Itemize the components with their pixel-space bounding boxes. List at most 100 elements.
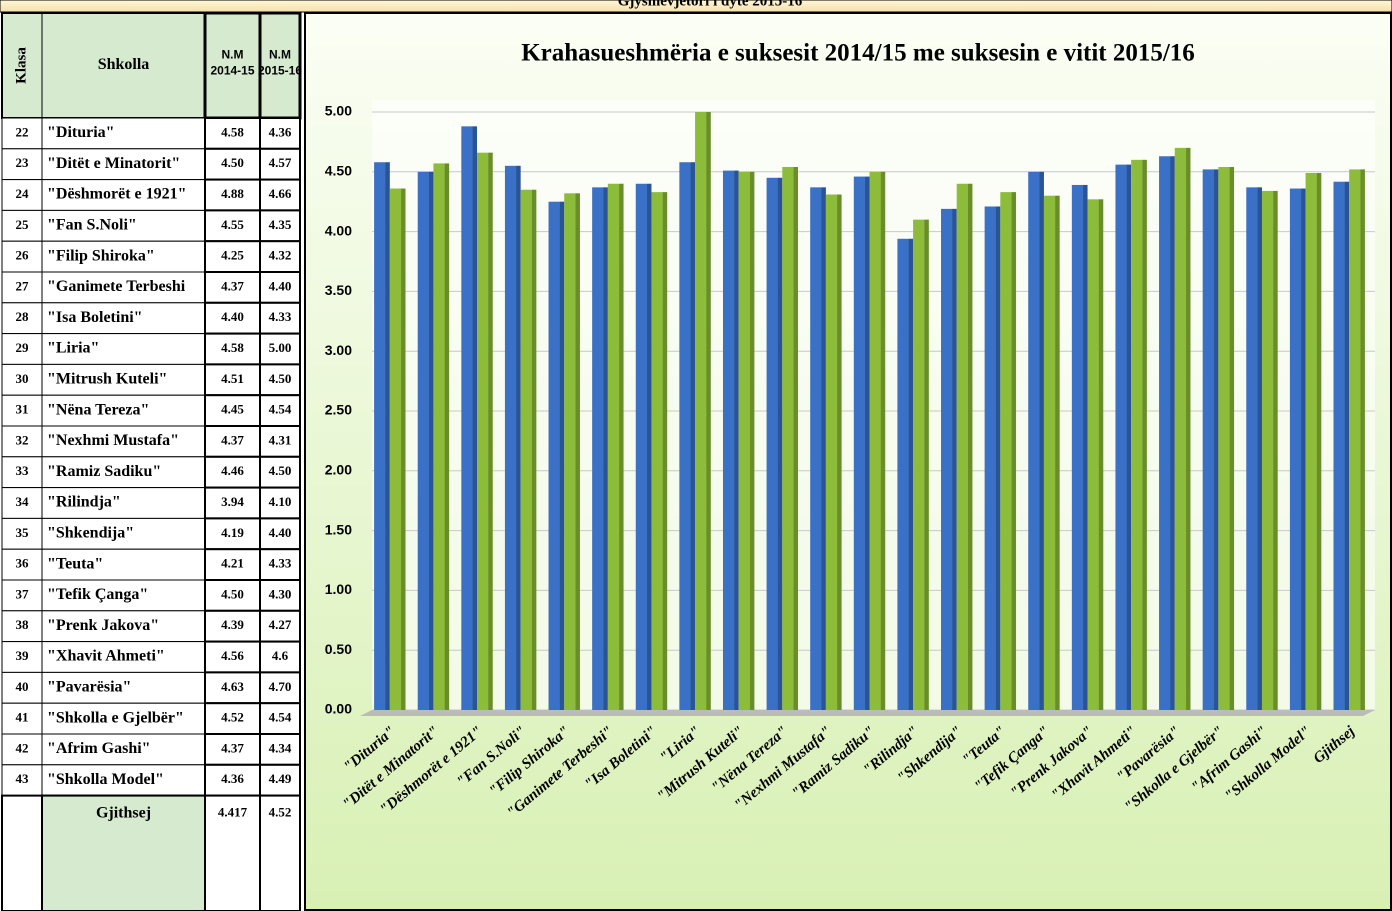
bar [1261,190,1278,710]
bar [738,171,755,711]
cell [1,394,43,427]
bar-shade [1360,169,1365,710]
cell [41,548,206,581]
bar-shade [1039,171,1044,711]
bar-shade [793,167,798,711]
bar [433,163,450,711]
cell-text: 4.50 [221,586,244,601]
cell-text: "Liria" [47,340,99,357]
bar [956,183,973,710]
cell [1,487,43,519]
cell [259,178,301,212]
bar-shade [706,112,711,710]
bar-shade [516,165,521,710]
cell-text: 4.27 [269,617,292,632]
y-tick-label: 0.00 [325,701,352,717]
bar-shade [1126,164,1132,710]
cell-text: "Filip Shiroka" [47,247,155,264]
cell-text: "Ditët e Minatorit" [47,155,180,172]
cell-text: 24 [16,186,30,201]
cell-text: 4.40 [269,278,292,293]
cell [41,794,206,911]
cell-text: 33 [16,463,30,478]
cell-text: "Prenk Jakova" [47,617,159,634]
cell [1,425,43,458]
cell-text: 4.56 [221,648,244,663]
bar [810,187,826,710]
cell-text: "Rilindja" [47,494,121,511]
cell-text: 38 [16,617,30,632]
cell [259,425,301,458]
cell [204,579,261,612]
floor [360,710,1375,716]
cell-text: 4.46 [221,463,244,478]
cell-text: 4.57 [269,155,292,170]
cell-text: 4.30 [269,586,292,601]
bar [461,126,478,711]
cell-text: "Isa Boletini" [47,309,143,326]
cell-text: 42 [16,740,29,755]
cell [259,794,301,911]
bar [766,177,783,710]
cell [204,425,261,458]
y-tick-label: 2.50 [325,402,352,418]
bar [782,167,798,711]
cell-text: 4.25 [221,248,244,263]
bar-shade [821,187,826,710]
bar-shade [1011,192,1017,710]
bar-shade [1316,172,1322,711]
bar-shade [488,152,493,710]
bar [941,208,957,710]
bar-shade [1273,190,1278,710]
bar [548,201,565,710]
cell-text: 4.54 [269,710,292,725]
bar-shade [401,188,406,710]
cell [41,209,206,242]
bar [853,176,870,711]
bar-shade [734,170,739,710]
cell [259,363,301,397]
cell-text: 5.00 [269,340,292,355]
cell [259,455,301,489]
cell-text: 4.33 [269,309,292,324]
cell-text: 4.88 [221,186,244,201]
cell-text: 37 [16,586,30,601]
cell [1,733,43,766]
bar-shade [908,238,914,710]
header-label: Klasa [13,47,29,84]
cell-text: "Xhavit Ahmeti" [47,648,165,665]
cell [41,240,206,273]
cell-text: "Ramiz Sadiku" [47,463,161,480]
cell [259,394,301,428]
cell-text: 4.21 [221,556,244,571]
bar-shade [1186,147,1191,710]
cell-text: "Mitrush Kuteli" [47,370,167,387]
bar [1043,195,1060,711]
bar [635,183,652,710]
bar [477,152,493,710]
cell [204,640,261,674]
cell-text: 4.50 [269,463,292,478]
cell [204,271,261,304]
cell-text: 4.40 [269,525,292,540]
bar-shade [865,176,870,711]
y-tick-label: 4.50 [325,163,352,179]
bar-shade [690,162,696,710]
bar-shade [575,193,580,710]
cell-text: 4.52 [221,710,244,725]
cell-text: 4.50 [221,155,244,170]
bar-shade [647,183,652,710]
bar [1289,188,1306,710]
cell-text: 34 [16,494,30,509]
bar [1202,169,1219,710]
cell [204,455,261,489]
bar-shade [662,192,668,710]
bar [869,171,886,711]
bar-shade [444,163,450,711]
cell [259,147,301,181]
bar [1174,147,1191,710]
bar-shade [749,171,755,711]
bar [651,192,668,710]
